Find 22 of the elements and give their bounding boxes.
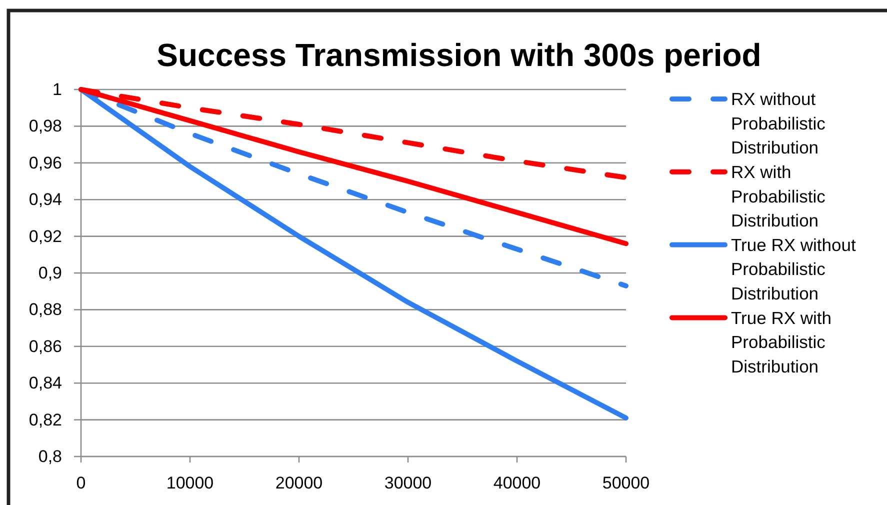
x-tick-label: 50000: [602, 474, 650, 493]
x-tick-label: 20000: [275, 474, 323, 493]
y-tick-label: 0,9: [38, 263, 62, 282]
y-tick-label: 0,82: [28, 410, 62, 430]
legend-label: RX with Probabilistic Distribution: [731, 162, 826, 231]
y-tick-label: 0,92: [28, 226, 62, 246]
chart-title: Success Transmission with 300s period: [156, 37, 762, 73]
y-tick-label: 0,88: [28, 300, 62, 320]
y-tick-label: 0,8: [38, 446, 62, 466]
x-tick-label: 10000: [166, 474, 214, 493]
legend-label: True RX with Probabilistic Distribution: [731, 308, 832, 376]
x-tick-label: 40000: [493, 474, 541, 493]
y-tick-label: 0,98: [28, 116, 62, 136]
y-tick-label: 0,94: [28, 190, 62, 210]
legend-label: True RX without Probabilistic Distribution: [731, 234, 856, 304]
y-tick-label: 0,86: [28, 336, 62, 356]
legend-label: RX without Probabilistic Distribution: [731, 89, 826, 158]
x-tick-label: 30000: [384, 474, 432, 493]
y-tick-label: 1: [52, 80, 62, 99]
y-tick-label: 0,96: [28, 153, 62, 172]
y-tick-label: 0,84: [28, 374, 62, 393]
x-tick-label: 0: [76, 474, 86, 493]
